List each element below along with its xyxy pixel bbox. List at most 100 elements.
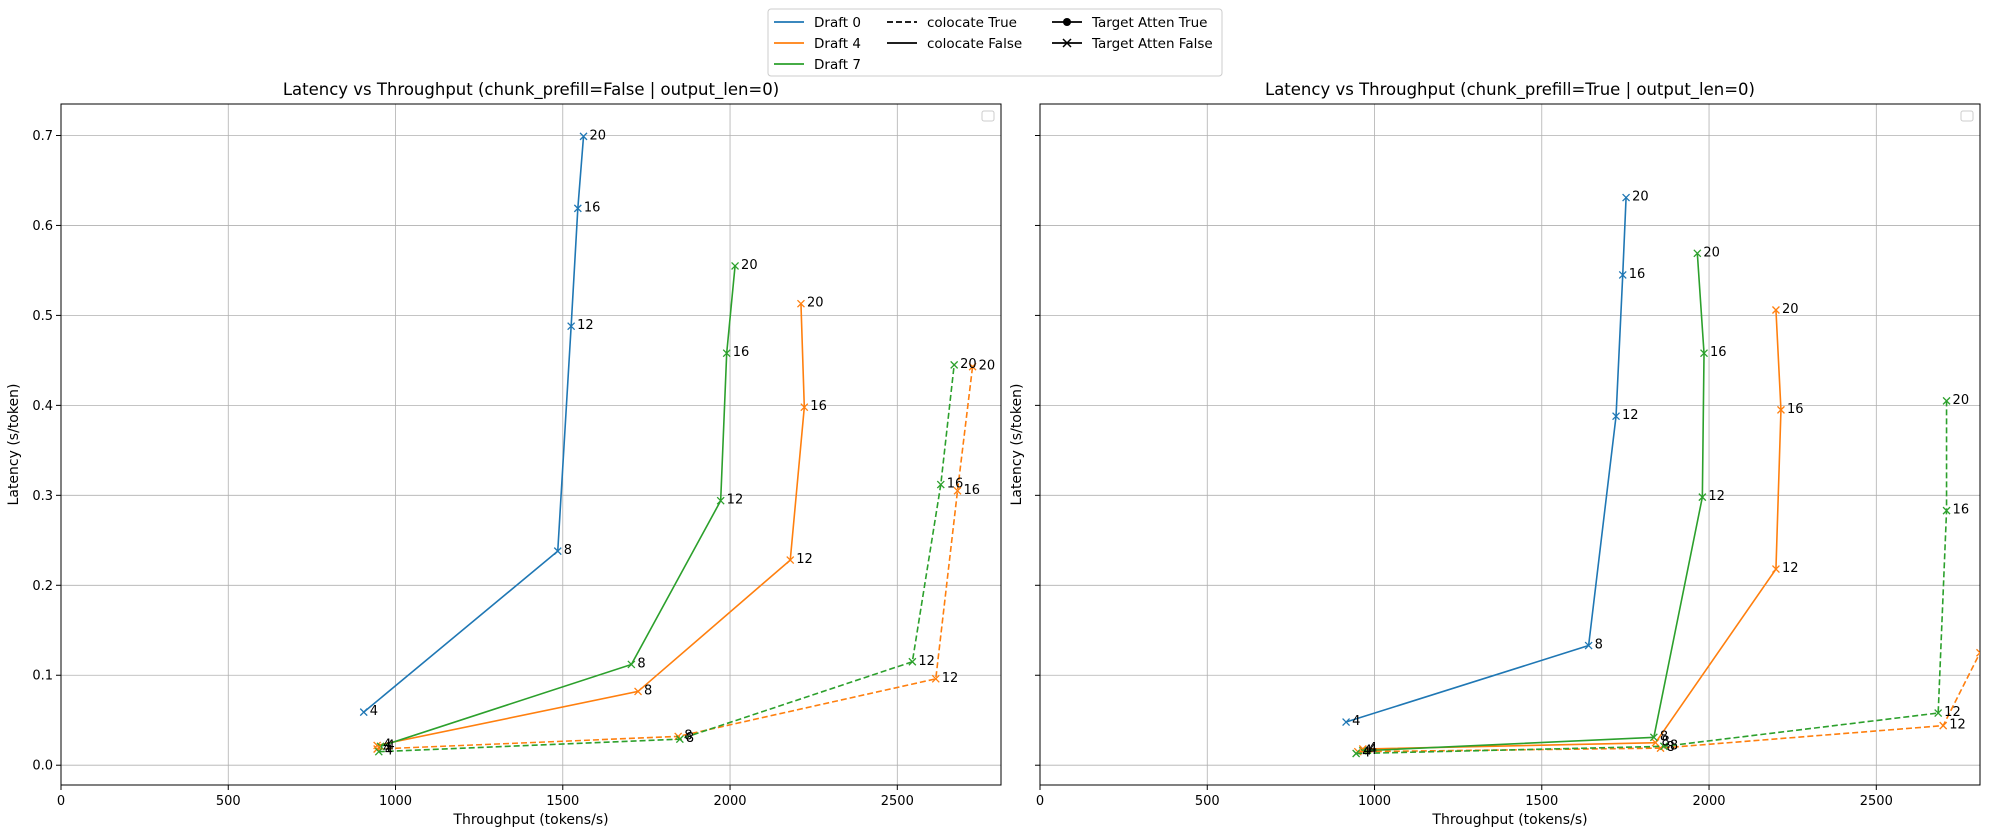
data-point-x-marker bbox=[1771, 306, 1780, 314]
x-marker-stroke bbox=[722, 349, 731, 358]
legend-label: Target Atten True bbox=[1091, 15, 1207, 31]
data-point-x-marker bbox=[931, 674, 940, 683]
y-tick-label: 0.4 bbox=[32, 399, 53, 414]
x-axis-label: Throughput (tokens/s) bbox=[1431, 812, 1587, 828]
data-point-label: 20 bbox=[960, 357, 977, 372]
data-point-x-marker bbox=[1939, 721, 1948, 730]
x-marker-stroke bbox=[373, 741, 382, 750]
legend-item: Target Atten True bbox=[1052, 15, 1207, 31]
x-tick-label: 1500 bbox=[546, 794, 579, 809]
data-point-label: 12 bbox=[942, 671, 959, 686]
data-point-x-marker bbox=[722, 349, 731, 358]
x-marker-stroke bbox=[1976, 651, 1980, 657]
data-point-label: 20 bbox=[807, 296, 824, 311]
data-point-label: 12 bbox=[918, 654, 935, 669]
data-point-label: 16 bbox=[810, 399, 827, 414]
data-point-label: 20 bbox=[1632, 190, 1649, 205]
data-point-label: 8 bbox=[637, 656, 645, 671]
x-marker-stroke bbox=[953, 486, 962, 495]
x-marker-stroke bbox=[1942, 506, 1951, 515]
x-marker-stroke bbox=[968, 362, 977, 371]
data-point-label: 12 bbox=[1949, 718, 1966, 733]
data-point-label: 20 bbox=[590, 128, 607, 143]
data-point-label: 20 bbox=[741, 258, 758, 273]
x-marker-stroke bbox=[1659, 742, 1668, 751]
data-point-label: 4 bbox=[370, 704, 378, 719]
series-line-draft-4 bbox=[1362, 309, 1782, 750]
x-marker-stroke bbox=[1352, 749, 1361, 758]
data-point-label: 16 bbox=[964, 483, 981, 498]
x-marker-stroke bbox=[1700, 349, 1708, 358]
x-tick-label: 2500 bbox=[881, 794, 914, 809]
data-point-label: 4 bbox=[383, 737, 391, 752]
x-marker-stroke bbox=[796, 299, 805, 308]
series-line-draft-7 bbox=[380, 265, 736, 748]
data-point-x-marker bbox=[1698, 493, 1707, 502]
data-point-x-marker bbox=[1352, 749, 1361, 758]
data-point-x-marker bbox=[796, 299, 805, 308]
x-tick-label: 0 bbox=[57, 794, 65, 809]
data-point-x-marker bbox=[968, 362, 977, 371]
data-point-label: 8 bbox=[644, 683, 652, 698]
series-line-draft-7-colocate bbox=[1356, 400, 1948, 755]
x-marker-stroke bbox=[1771, 306, 1780, 314]
y-tick-label: 0.5 bbox=[32, 309, 53, 324]
x-marker-stroke bbox=[1939, 721, 1948, 730]
data-point-label: 4 bbox=[386, 738, 394, 753]
y-tick-label: 0.1 bbox=[32, 669, 53, 684]
data-point-x-marker bbox=[567, 322, 576, 331]
legend-label: Draft 7 bbox=[814, 57, 861, 73]
data-point-label: 8 bbox=[1660, 729, 1668, 744]
right-panel: 0 500 1000 1500 2000 2500 Latency vs Throughpu… bbox=[1009, 80, 1981, 828]
y-tick-label: 0.7 bbox=[32, 129, 53, 144]
x-tick-label: 500 bbox=[1195, 794, 1220, 809]
data-point-label: 16 bbox=[947, 477, 964, 492]
x-marker-stroke bbox=[675, 735, 684, 744]
legend-label: Target Atten False bbox=[1091, 36, 1213, 52]
data-point-x-marker bbox=[1777, 405, 1785, 414]
y-axis-label: Latency (s/token) bbox=[6, 384, 22, 506]
x-marker-stroke bbox=[716, 496, 725, 505]
data-point-x-marker bbox=[1659, 742, 1668, 751]
data-point-x-marker bbox=[1942, 506, 1951, 515]
series-line-draft-4-colocate bbox=[1357, 652, 1980, 753]
data-point-label: 8 bbox=[686, 731, 694, 746]
data-point-label: 16 bbox=[1953, 503, 1970, 518]
data-point-x-marker bbox=[936, 480, 945, 489]
data-point-x-marker bbox=[786, 556, 795, 565]
plot-area bbox=[359, 132, 977, 756]
data-point-x-marker bbox=[634, 687, 643, 696]
legend-label: colocate True bbox=[927, 15, 1017, 31]
data-point-label: 16 bbox=[584, 200, 601, 215]
data-point-label: 8 bbox=[1670, 738, 1678, 753]
data-point-x-marker bbox=[579, 132, 588, 141]
data-point-x-marker bbox=[1771, 565, 1780, 574]
legend-item: Target Atten False bbox=[1052, 36, 1213, 52]
empty-legend-box bbox=[981, 110, 995, 122]
data-point-x-marker bbox=[553, 547, 562, 556]
y-tick-label: 0.0 bbox=[32, 759, 53, 774]
data-point-x-marker bbox=[675, 735, 684, 744]
legend-frame bbox=[767, 8, 1223, 77]
panel-title: Latency vs Throughput (chunk_prefill=Tru… bbox=[1265, 80, 1755, 100]
x-marker-stroke bbox=[1698, 493, 1707, 502]
data-point-label: 4 bbox=[1352, 714, 1360, 729]
data-point-x-marker bbox=[1700, 349, 1708, 358]
series-line-draft-7-colocate bbox=[378, 364, 955, 753]
data-point-label: 4 bbox=[1362, 746, 1370, 761]
data-point-x-marker bbox=[1649, 733, 1658, 742]
series-line-draft-7 bbox=[1362, 253, 1705, 752]
x-marker-stroke bbox=[1651, 738, 1660, 747]
data-point-label: 16 bbox=[1787, 402, 1804, 417]
legend-label: Draft 4 bbox=[814, 36, 861, 52]
x-marker-stroke bbox=[1342, 718, 1351, 726]
data-point-label: 20 bbox=[1953, 393, 1970, 408]
data-point-label: 20 bbox=[1782, 302, 1799, 317]
data-point-x-marker bbox=[1612, 412, 1621, 421]
series-line-draft-0 bbox=[363, 136, 585, 713]
plot-area bbox=[1342, 193, 1980, 758]
x-marker-stroke bbox=[1942, 396, 1951, 405]
x-marker-stroke bbox=[1976, 648, 1980, 654]
x-axis-label: Throughput (tokens/s) bbox=[452, 812, 608, 828]
data-point-label: 12 bbox=[577, 318, 594, 333]
